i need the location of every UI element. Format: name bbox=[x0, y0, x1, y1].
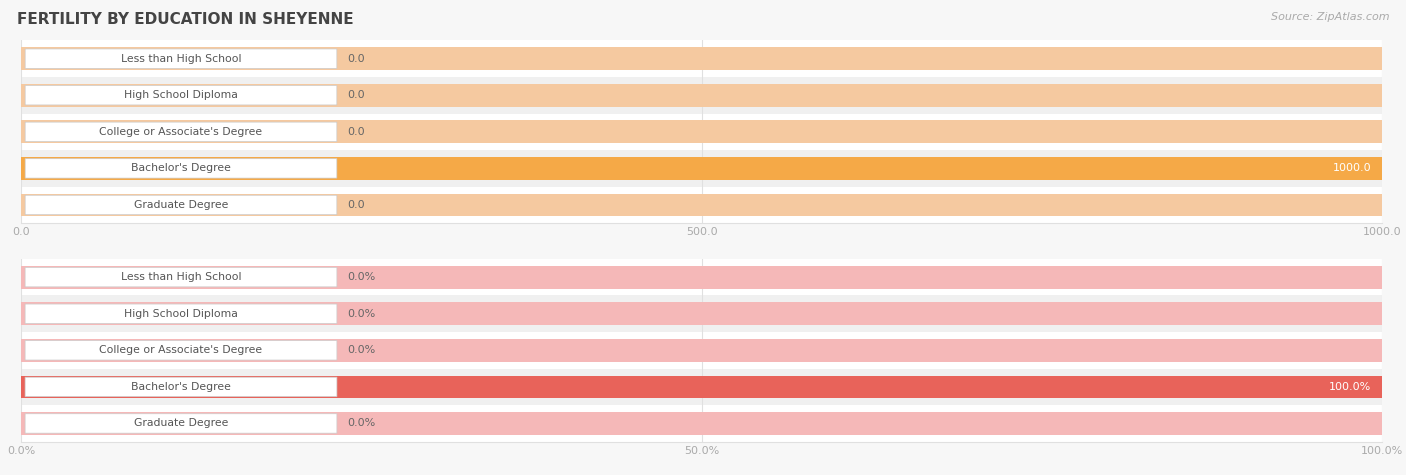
Bar bbox=[21, 84, 1382, 106]
FancyBboxPatch shape bbox=[25, 122, 337, 142]
Text: 1000.0: 1000.0 bbox=[1333, 163, 1371, 173]
Bar bbox=[21, 332, 1382, 369]
Bar bbox=[21, 376, 1382, 398]
Text: 0.0%: 0.0% bbox=[347, 345, 375, 355]
Text: 0.0%: 0.0% bbox=[347, 272, 375, 282]
FancyBboxPatch shape bbox=[25, 195, 337, 215]
Text: Less than High School: Less than High School bbox=[121, 54, 242, 64]
Bar bbox=[21, 157, 1382, 180]
Bar bbox=[21, 259, 1382, 295]
Bar bbox=[21, 157, 1382, 180]
Bar bbox=[21, 150, 1382, 187]
Text: Graduate Degree: Graduate Degree bbox=[134, 200, 228, 210]
Text: College or Associate's Degree: College or Associate's Degree bbox=[100, 127, 263, 137]
Bar bbox=[21, 194, 1382, 216]
Text: FERTILITY BY EDUCATION IN SHEYENNE: FERTILITY BY EDUCATION IN SHEYENNE bbox=[17, 12, 353, 27]
Text: High School Diploma: High School Diploma bbox=[124, 90, 238, 100]
Bar bbox=[21, 339, 1382, 361]
Text: 0.0: 0.0 bbox=[347, 127, 366, 137]
Bar bbox=[21, 40, 1382, 77]
Bar bbox=[21, 187, 1382, 223]
FancyBboxPatch shape bbox=[25, 49, 337, 68]
Bar bbox=[21, 295, 1382, 332]
FancyBboxPatch shape bbox=[25, 267, 337, 287]
Text: Graduate Degree: Graduate Degree bbox=[134, 418, 228, 428]
Bar bbox=[21, 412, 1382, 435]
Bar bbox=[21, 405, 1382, 442]
Text: Bachelor's Degree: Bachelor's Degree bbox=[131, 382, 231, 392]
Text: 0.0: 0.0 bbox=[347, 90, 366, 100]
Text: 100.0%: 100.0% bbox=[1329, 382, 1371, 392]
FancyBboxPatch shape bbox=[25, 159, 337, 178]
Bar bbox=[21, 266, 1382, 288]
Text: Source: ZipAtlas.com: Source: ZipAtlas.com bbox=[1271, 12, 1389, 22]
Bar bbox=[21, 114, 1382, 150]
Bar bbox=[21, 48, 1382, 70]
Text: 0.0: 0.0 bbox=[347, 54, 366, 64]
FancyBboxPatch shape bbox=[25, 341, 337, 360]
Text: 0.0%: 0.0% bbox=[347, 309, 375, 319]
FancyBboxPatch shape bbox=[25, 304, 337, 323]
FancyBboxPatch shape bbox=[25, 414, 337, 433]
FancyBboxPatch shape bbox=[25, 377, 337, 397]
FancyBboxPatch shape bbox=[25, 86, 337, 105]
Text: 0.0: 0.0 bbox=[347, 200, 366, 210]
Bar bbox=[21, 303, 1382, 325]
Text: High School Diploma: High School Diploma bbox=[124, 309, 238, 319]
Text: Less than High School: Less than High School bbox=[121, 272, 242, 282]
Text: 0.0%: 0.0% bbox=[347, 418, 375, 428]
Bar bbox=[21, 376, 1382, 398]
Bar bbox=[21, 77, 1382, 114]
Bar bbox=[21, 121, 1382, 143]
Bar bbox=[21, 369, 1382, 405]
Text: College or Associate's Degree: College or Associate's Degree bbox=[100, 345, 263, 355]
Text: Bachelor's Degree: Bachelor's Degree bbox=[131, 163, 231, 173]
